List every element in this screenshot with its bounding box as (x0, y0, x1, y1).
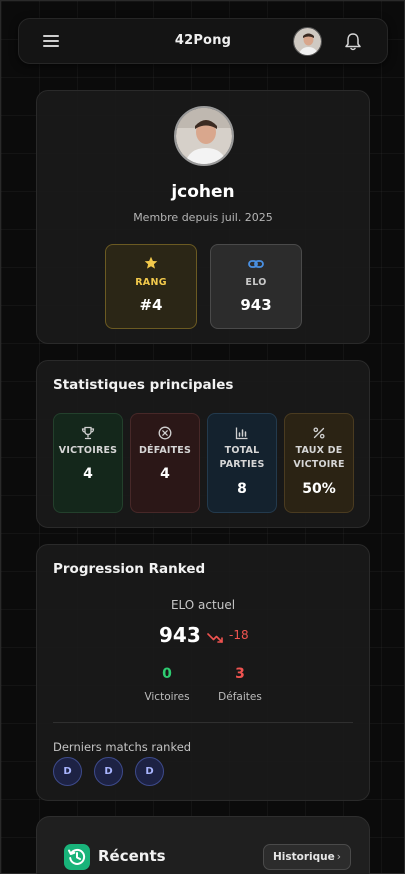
trending-down-icon (207, 629, 225, 643)
app-title: 42Pong (174, 33, 232, 48)
ranked-match-result[interactable]: D (135, 757, 164, 786)
stat-victories: VICTOIRES 4 (53, 413, 123, 513)
ranked-wins-label: Victoires (144, 691, 190, 703)
elo-current-caption: ELO actuel (170, 598, 236, 612)
last-ranked-matches-caption: Derniers matchs ranked (53, 740, 192, 754)
stats-title: Statistiques principales (53, 377, 234, 393)
stat-win-rate: TAUX DE VICTOIRE 50% (284, 413, 354, 513)
rank-badge: RANG #4 (105, 244, 197, 329)
bar-chart-icon (208, 425, 276, 441)
member-since: Membre depuis juil. 2025 (133, 211, 273, 224)
elo-value: 943 (240, 296, 272, 314)
hamburger-menu-icon[interactable] (43, 35, 59, 47)
bell-icon[interactable] (344, 32, 362, 52)
stat-total-games-label-line2: PARTIES (219, 459, 265, 470)
stat-win-rate-label: TAUX DE VICTOIRE (287, 444, 351, 472)
elo-label: ELO (245, 277, 267, 288)
recent-title: Récents (98, 847, 166, 865)
stat-total-games: TOTAL PARTIES 8 (207, 413, 277, 513)
stat-defeats-label: DÉFAITES (138, 445, 192, 456)
stat-total-games-label-line1: TOTAL (224, 445, 260, 456)
ranked-title: Progression Ranked (53, 561, 206, 577)
stat-win-rate-value: 50% (302, 481, 336, 497)
circle-x-icon (131, 425, 199, 441)
stat-total-games-label: TOTAL PARTIES (210, 444, 274, 472)
top-bar: 42Pong (18, 18, 388, 64)
ranked-wins-value: 0 (162, 666, 172, 682)
stat-victories-label: VICTOIRES (58, 445, 118, 456)
recent-card: Récents Historique › (36, 816, 370, 874)
stat-total-games-value: 8 (237, 481, 247, 497)
rank-label: RANG (135, 277, 167, 288)
stat-win-rate-label-line2: VICTOIRE (293, 459, 345, 470)
stat-win-rate-label-line1: TAUX DE (295, 445, 343, 456)
ranked-losses-value: 3 (235, 666, 245, 682)
percent-icon (285, 425, 353, 441)
username: jcohen (171, 182, 235, 202)
stat-defeats-value: 4 (160, 466, 170, 482)
profile-card: jcohen Membre depuis juil. 2025 RANG #4 … (36, 90, 370, 344)
user-avatar[interactable] (293, 27, 322, 56)
ranked-match-result[interactable]: D (94, 757, 123, 786)
star-icon (106, 255, 196, 271)
history-button[interactable]: Historique › (263, 844, 351, 870)
divider (53, 722, 353, 723)
elo-current-value: 943 (159, 623, 201, 647)
ranked-match-result[interactable]: D (53, 757, 82, 786)
stat-defeats: DÉFAITES 4 (130, 413, 200, 513)
main-stats-card: Statistiques principales VICTOIRES 4 DÉF… (36, 360, 370, 528)
elo-delta: -18 (229, 628, 249, 642)
link-icon (211, 255, 301, 271)
ranked-losses-label: Défaites (218, 691, 262, 703)
elo-badge: ELO 943 (210, 244, 302, 329)
rank-value: #4 (139, 296, 163, 314)
stat-victories-value: 4 (83, 466, 93, 482)
chevron-right-icon: › (336, 851, 341, 863)
history-icon (64, 844, 90, 870)
profile-avatar (174, 106, 234, 166)
history-button-label: Historique (273, 851, 335, 863)
ranked-progression-card: Progression Ranked ELO actuel 943 -18 0 … (36, 544, 370, 801)
trophy-icon (54, 425, 122, 441)
